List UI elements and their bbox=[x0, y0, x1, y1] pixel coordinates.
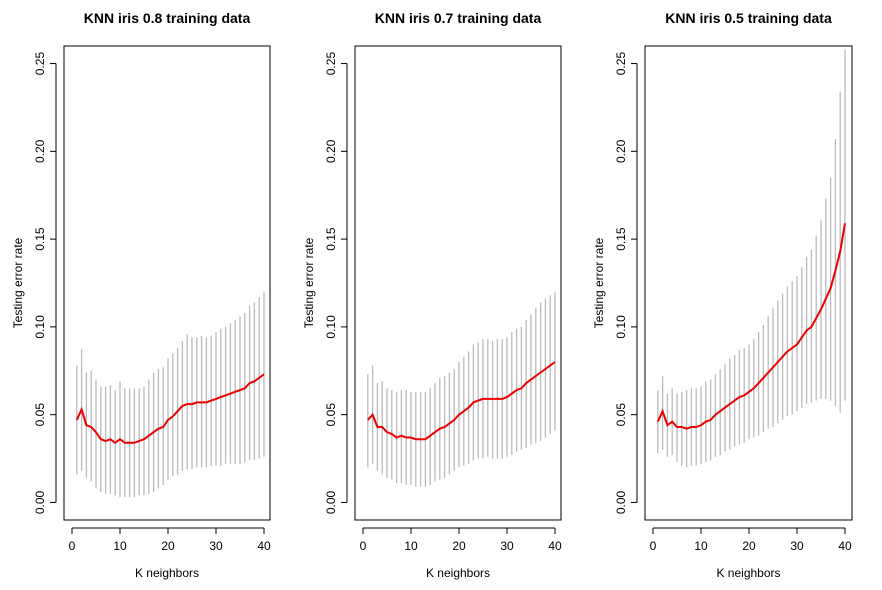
error-bars bbox=[76, 291, 265, 498]
y-axis-label: Testing error rate bbox=[302, 237, 316, 328]
x-tick-label: 0 bbox=[360, 539, 367, 553]
x-tick-label: 10 bbox=[113, 539, 127, 553]
y-tick-label: 0.10 bbox=[33, 315, 47, 339]
x-axis-label: K neighbors bbox=[135, 566, 199, 580]
x-tick-label: 0 bbox=[69, 539, 76, 553]
error-bars bbox=[367, 291, 556, 487]
y-tick-label: 0.20 bbox=[33, 139, 47, 163]
y-tick-label: 0.00 bbox=[33, 490, 47, 514]
x-tick-label: 40 bbox=[257, 539, 271, 553]
panel-2: KNN iris 0.7 training data Testing error… bbox=[302, 10, 562, 580]
y-tick-label: 0.20 bbox=[614, 139, 628, 163]
x-axis-label: K neighbors bbox=[716, 566, 780, 580]
y-tick-label: 0.25 bbox=[33, 52, 47, 76]
y-axis: 0.00 0.05 0.10 0.15 0.20 0.25 bbox=[33, 52, 57, 514]
y-tick-label: 0.05 bbox=[614, 403, 628, 427]
x-axis: 0 10 20 30 40 bbox=[650, 527, 852, 553]
panel-title: KNN iris 0.5 training data bbox=[665, 10, 832, 26]
plot-frame bbox=[354, 45, 562, 521]
x-axis: 0 10 20 30 40 bbox=[69, 527, 271, 553]
panel-1: KNN iris 0.8 training data Testing error… bbox=[11, 10, 271, 580]
x-tick-label: 30 bbox=[790, 539, 804, 553]
y-axis-label: Testing error rate bbox=[592, 237, 606, 328]
y-tick-label: 0.00 bbox=[324, 490, 338, 514]
y-tick-label: 0.15 bbox=[324, 227, 338, 251]
panel-3: KNN iris 0.5 training data Testing error… bbox=[592, 10, 853, 580]
y-axis: 0.00 0.05 0.10 0.15 0.20 0.25 bbox=[324, 52, 348, 514]
x-tick-label: 40 bbox=[548, 539, 562, 553]
panel-title: KNN iris 0.7 training data bbox=[375, 10, 542, 26]
series-line bbox=[367, 361, 556, 441]
y-tick-label: 0.10 bbox=[324, 315, 338, 339]
x-tick-label: 10 bbox=[694, 539, 708, 553]
y-tick-label: 0.15 bbox=[33, 227, 47, 251]
plot-frame bbox=[63, 45, 271, 521]
y-tick-label: 0.25 bbox=[614, 52, 628, 76]
panel-title: KNN iris 0.8 training data bbox=[84, 10, 251, 26]
x-tick-label: 20 bbox=[452, 539, 466, 553]
y-tick-label: 0.05 bbox=[33, 403, 47, 427]
y-tick-label: 0.25 bbox=[324, 52, 338, 76]
error-bars bbox=[657, 49, 846, 468]
x-tick-label: 20 bbox=[161, 539, 175, 553]
x-axis: 0 10 20 30 40 bbox=[360, 527, 562, 553]
y-tick-label: 0.10 bbox=[614, 315, 628, 339]
x-tick-label: 0 bbox=[650, 539, 657, 553]
y-tick-label: 0.15 bbox=[614, 227, 628, 251]
x-tick-label: 20 bbox=[742, 539, 756, 553]
x-tick-label: 30 bbox=[209, 539, 223, 553]
y-tick-label: 0.20 bbox=[324, 139, 338, 163]
y-tick-label: 0.05 bbox=[324, 403, 338, 427]
y-axis-label: Testing error rate bbox=[11, 237, 25, 328]
y-axis: 0.00 0.05 0.10 0.15 0.20 0.25 bbox=[614, 52, 638, 514]
plot-frame bbox=[644, 45, 853, 521]
series-line bbox=[75, 373, 265, 445]
x-axis-label: K neighbors bbox=[426, 566, 490, 580]
x-tick-label: 10 bbox=[404, 539, 418, 553]
y-tick-label: 0.00 bbox=[614, 490, 628, 514]
series-line bbox=[656, 223, 846, 430]
x-tick-label: 30 bbox=[500, 539, 514, 553]
x-tick-label: 40 bbox=[838, 539, 852, 553]
